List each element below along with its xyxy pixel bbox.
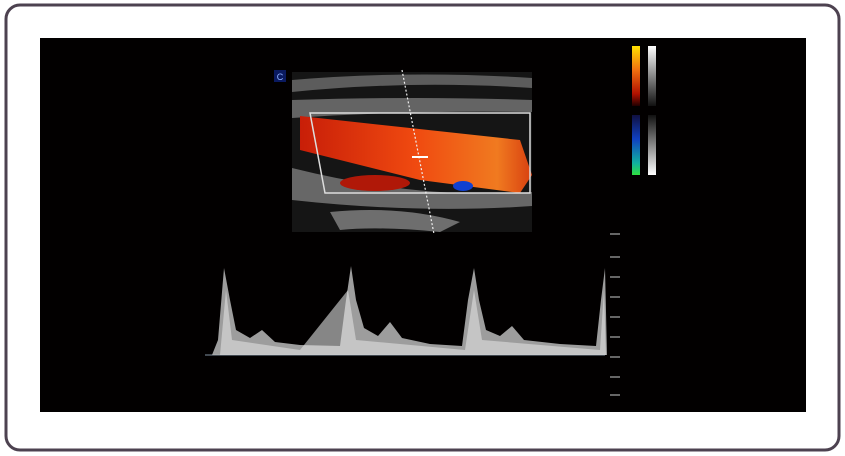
mode-label: C: [277, 72, 284, 82]
mode-badge: [274, 70, 286, 82]
b-mode-image: C: [274, 69, 532, 235]
spectral-doppler: [205, 233, 620, 396]
color-scale: [632, 46, 656, 175]
